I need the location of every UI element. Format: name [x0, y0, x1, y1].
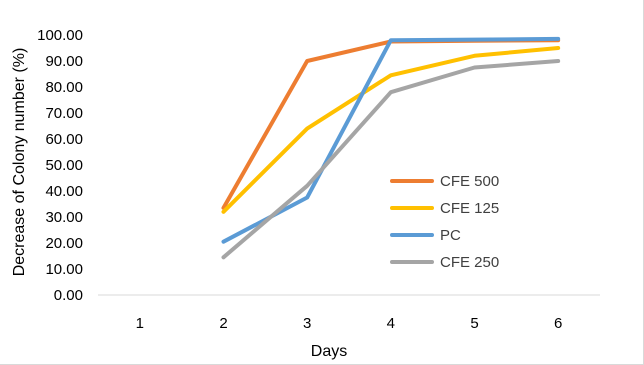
x-tick-label: 3 — [303, 315, 311, 332]
y-tick-label: 60.00 — [45, 131, 83, 148]
legend-label-cfe-125: CFE 125 — [440, 200, 499, 217]
y-tick-label: 30.00 — [45, 209, 83, 226]
legend-label-pc: PC — [440, 227, 461, 244]
legend-label-cfe-500: CFE 500 — [440, 173, 499, 190]
y-tick-label: 10.00 — [45, 261, 83, 278]
y-axis-title: Decrease of Colony number (%) — [11, 48, 28, 277]
y-tick-label: 90.00 — [45, 53, 83, 70]
series-line-cfe-125 — [221, 46, 561, 214]
y-tick-label: 0.00 — [54, 287, 83, 304]
x-tick-label: 2 — [219, 315, 227, 332]
x-tick-label: 6 — [554, 315, 562, 332]
series-line-cfe-250 — [221, 59, 561, 260]
y-tick-label: 80.00 — [45, 79, 83, 96]
x-tick-label: 4 — [387, 315, 395, 332]
y-tick-label: 50.00 — [45, 157, 83, 174]
series-line-pc — [221, 36, 561, 244]
x-axis-title: Days — [311, 343, 347, 360]
y-axis-ticks: 0.00 10.00 20.00 30.00 40.00 50.00 60.00 70.00 8… — [37, 27, 83, 304]
x-axis-ticks: 1 2 3 4 5 6 — [136, 315, 563, 332]
x-tick-label: 1 — [136, 315, 144, 332]
y-tick-label: 40.00 — [45, 183, 83, 200]
legend: CFE 500 CFE 125 PC CFE 250 — [390, 173, 499, 271]
y-tick-label: 20.00 — [45, 235, 83, 252]
series-lines — [221, 36, 561, 260]
x-tick-label: 5 — [470, 315, 478, 332]
y-tick-label: 70.00 — [45, 105, 83, 122]
legend-label-cfe-250: CFE 250 — [440, 254, 499, 271]
y-tick-label: 100.00 — [37, 27, 83, 44]
